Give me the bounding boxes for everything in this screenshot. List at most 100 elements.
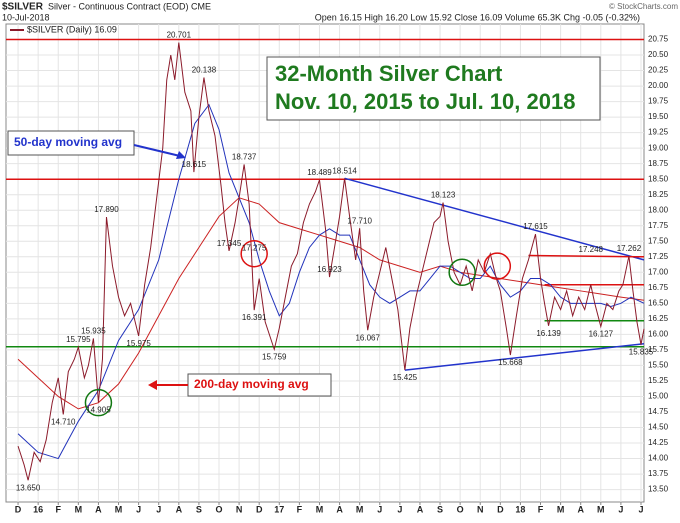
y-tick-label: 19.25 xyxy=(648,128,669,137)
quote: Open 16.15 High 16.20 Low 15.92 Close 16… xyxy=(315,12,640,22)
x-tick-label: A xyxy=(417,504,424,514)
ma50-arrow xyxy=(133,144,181,157)
ma200-label: 200-day moving avg xyxy=(194,377,309,391)
point-label: 17.615 xyxy=(523,222,548,231)
highlight-circle xyxy=(448,258,476,287)
point-label: 15.835 xyxy=(629,348,654,357)
x-tick-label: N xyxy=(477,504,484,514)
y-tick-label: 13.75 xyxy=(648,469,669,478)
x-tick-label: F xyxy=(538,504,544,514)
trend-line xyxy=(528,254,645,258)
x-tick-label: F xyxy=(55,504,61,514)
y-tick-label: 18.75 xyxy=(648,159,669,168)
x-tick-label: N xyxy=(236,504,243,514)
point-label: 17.248 xyxy=(579,245,604,254)
y-tick-label: 20.25 xyxy=(648,66,669,75)
y-tick-label: 15.25 xyxy=(648,376,669,385)
x-tick-label: J xyxy=(397,504,402,514)
x-tick-label: O xyxy=(457,504,464,514)
highlight-circle xyxy=(483,252,512,280)
point-label: 18.123 xyxy=(431,191,456,200)
point-label: 18.615 xyxy=(182,160,207,169)
y-tick-label: 16.75 xyxy=(648,283,669,292)
point-label: 15.935 xyxy=(81,327,106,336)
x-tick-label: J xyxy=(156,504,161,514)
x-tick-label: D xyxy=(497,504,504,514)
y-tick-label: 16.50 xyxy=(648,298,669,307)
y-tick-label: 16.00 xyxy=(648,329,669,338)
y-tick-label: 15.00 xyxy=(648,392,669,401)
chart-subtitle: Nov. 10, 2015 to Jul. 10, 2018 xyxy=(275,89,575,114)
trend-line xyxy=(404,342,645,371)
trend-line xyxy=(344,177,645,261)
chart-title: 32-Month Silver Chart xyxy=(275,61,503,86)
x-tick-label: O xyxy=(215,504,222,514)
y-tick-label: 18.25 xyxy=(648,190,669,199)
point-label: 18.737 xyxy=(232,153,257,162)
symbol: $SILVER xyxy=(2,2,44,13)
point-label: 14.905 xyxy=(86,405,111,414)
x-tick-label: M xyxy=(115,504,123,514)
y-tick-label: 13.50 xyxy=(648,485,669,494)
x-tick-label: 16 xyxy=(33,504,43,514)
x-tick-label: J xyxy=(638,504,643,514)
y-tick-label: 16.25 xyxy=(648,314,669,323)
point-label: 18.489 xyxy=(307,168,332,177)
y-tick-label: 17.50 xyxy=(648,236,669,245)
x-tick-label: 17 xyxy=(274,504,284,514)
x-tick-label: A xyxy=(95,504,102,514)
point-label: 17.275 xyxy=(242,243,267,252)
point-label: 18.514 xyxy=(332,166,357,175)
point-label: 17.890 xyxy=(94,205,119,214)
credit: © StockCharts.com xyxy=(609,2,678,11)
x-tick-label: M xyxy=(597,504,605,514)
x-tick-label: 18 xyxy=(515,504,525,514)
ma200-line xyxy=(17,197,645,410)
plot-frame xyxy=(5,23,645,503)
y-tick-label: 20.75 xyxy=(648,35,669,44)
price-line xyxy=(17,42,645,481)
x-tick-label: J xyxy=(136,504,141,514)
y-tick-label: 17.25 xyxy=(648,252,669,261)
point-label: 20.138 xyxy=(192,66,217,75)
point-label: 13.650 xyxy=(16,483,41,492)
point-label: 16.923 xyxy=(317,265,342,274)
y-tick-label: 14.00 xyxy=(648,454,669,463)
highlight-circle xyxy=(84,388,113,417)
point-label: 15.759 xyxy=(262,352,287,361)
x-tick-label: A xyxy=(336,504,343,514)
date: 10-Jul-2018 xyxy=(2,12,50,22)
y-tick-label: 19.00 xyxy=(648,143,669,152)
y-tick-label: 17.00 xyxy=(648,267,669,276)
y-tick-label: 15.50 xyxy=(648,361,669,370)
x-tick-label: M xyxy=(557,504,565,514)
x-tick-label: S xyxy=(196,504,202,514)
point-label: 15.668 xyxy=(498,358,523,367)
y-tick-label: 14.25 xyxy=(648,438,669,447)
x-tick-label: F xyxy=(297,504,303,514)
y-tick-label: 14.75 xyxy=(648,407,669,416)
point-label: 16.391 xyxy=(242,313,267,322)
y-tick-label: 18.00 xyxy=(648,205,669,214)
point-label: 17.345 xyxy=(217,239,242,248)
x-tick-label: M xyxy=(316,504,324,514)
y-tick-label: 20.00 xyxy=(648,81,669,90)
x-tick-label: M xyxy=(356,504,364,514)
point-label: 15.795 xyxy=(66,335,91,344)
instrument-name: Silver - Continuous Contract (EOD) CME xyxy=(48,1,211,11)
x-tick-label: J xyxy=(618,504,623,514)
y-tick-label: 14.50 xyxy=(648,423,669,432)
x-tick-label: J xyxy=(377,504,382,514)
ma50-arrowhead xyxy=(176,151,186,159)
y-tick-label: 15.75 xyxy=(648,345,669,354)
y-tick-label: 19.50 xyxy=(648,112,669,121)
point-label: 14.710 xyxy=(51,418,76,427)
point-label: 15.425 xyxy=(393,373,418,382)
ma200-arrowhead xyxy=(148,380,157,390)
point-label: 15.975 xyxy=(126,339,151,348)
y-tick-label: 18.50 xyxy=(648,174,669,183)
x-tick-label: A xyxy=(577,504,584,514)
y-tick-label: 17.75 xyxy=(648,221,669,230)
